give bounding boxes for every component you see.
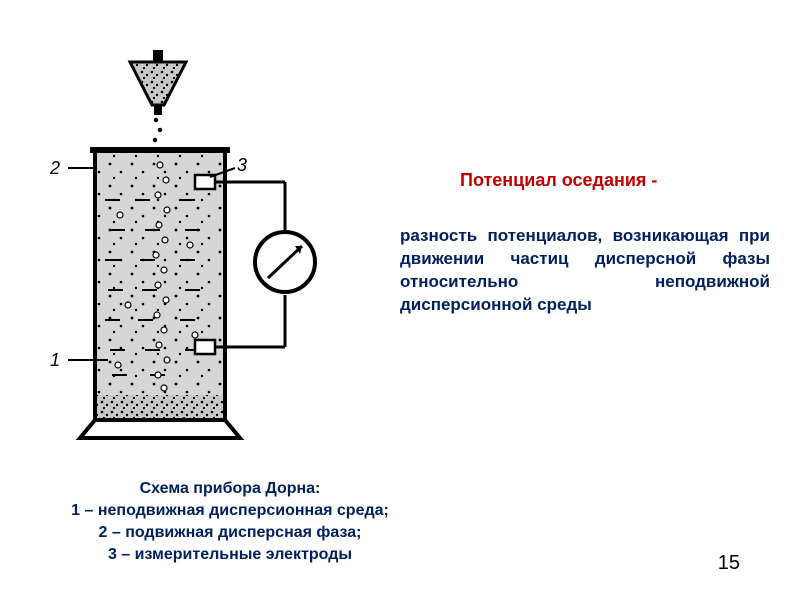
funnel — [130, 50, 186, 152]
vessel — [80, 147, 240, 438]
caption-title: Схема прибора Дорна: — [60, 480, 400, 498]
label-1: 1 — [50, 350, 60, 371]
caption-line-2: 2 – подвижная дисперсная фаза; — [10, 524, 450, 542]
dorn-apparatus-diagram — [40, 50, 380, 450]
caption-line-3: 3 – измерительные электроды — [10, 546, 450, 564]
page-number: 15 — [718, 552, 740, 575]
title-text: Потенциал оседания - — [460, 170, 760, 191]
meter — [255, 232, 315, 292]
caption-line-1: 1 – неподвижная дисперсионная среда; — [10, 502, 450, 520]
definition-text: разность потенциалов, возникающая при дв… — [400, 225, 770, 317]
label-3: 3 — [237, 155, 247, 176]
label-2: 2 — [50, 158, 60, 179]
